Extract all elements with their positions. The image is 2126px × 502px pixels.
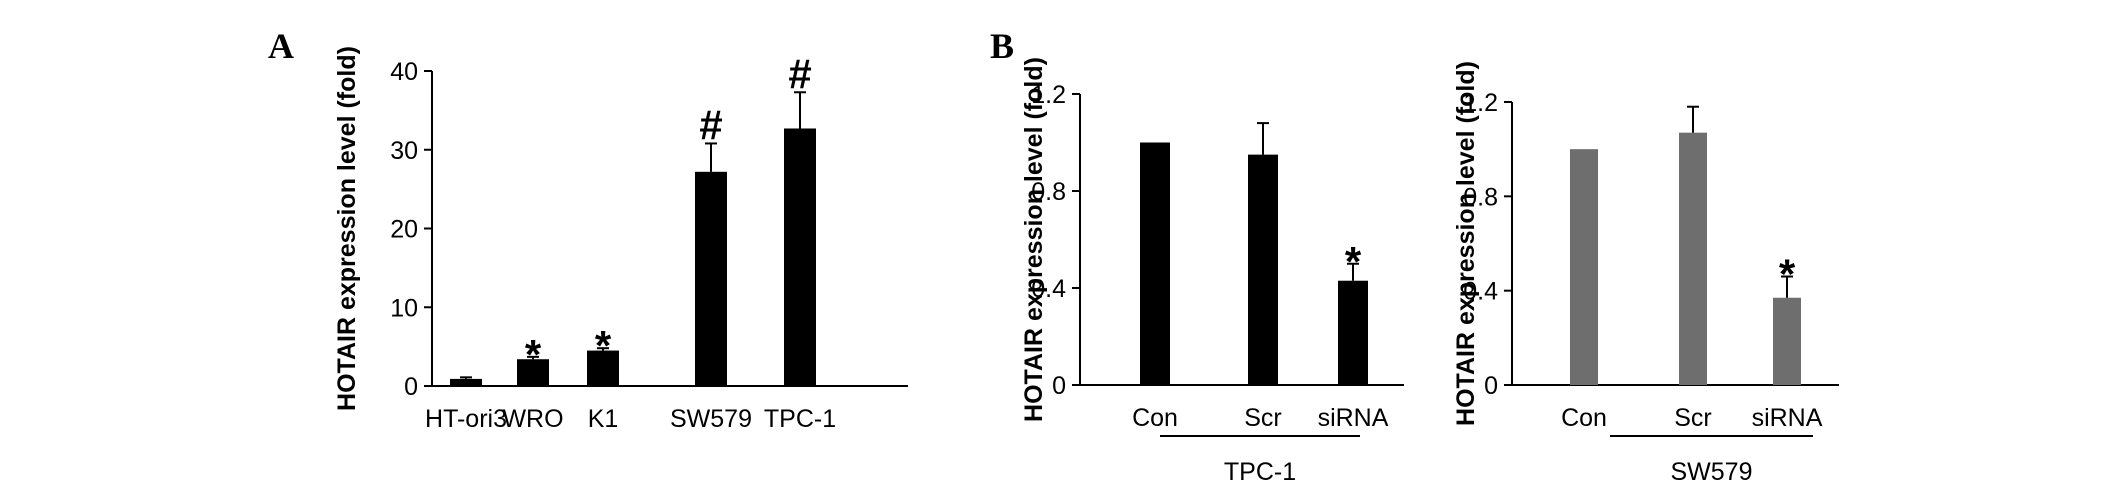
group-label: SW579 xyxy=(1671,458,1753,486)
bar xyxy=(1570,149,1598,385)
y-tick-label: 20 xyxy=(390,216,418,244)
significance-asterisk: * xyxy=(1345,238,1362,285)
x-category-label: TPC-1 xyxy=(764,405,836,433)
x-category-label: Con xyxy=(1132,404,1178,432)
bar xyxy=(1338,280,1368,385)
panel-b-letter: B xyxy=(990,26,1014,66)
y-tick-label: 10 xyxy=(390,294,418,322)
significance-hash: # xyxy=(699,101,722,148)
y-tick-label: 1.2 xyxy=(1031,81,1066,109)
group-label: TPC-1 xyxy=(1224,458,1296,486)
y-tick-label: 40 xyxy=(390,58,418,86)
significance-asterisk: * xyxy=(595,322,612,369)
y-tick-label: 0 xyxy=(1052,372,1066,400)
bar xyxy=(450,378,482,386)
y-axis-title: HOTAIR expression level (fold) xyxy=(1452,61,1480,426)
significance-hash: # xyxy=(788,50,811,97)
bar xyxy=(695,171,727,386)
x-category-label: Scr xyxy=(1674,404,1712,432)
x-category-label: siRNA xyxy=(1752,404,1823,432)
bar xyxy=(1140,142,1170,385)
y-axis-title: HOTAIR expression level (fold) xyxy=(1020,57,1048,422)
bar xyxy=(1773,297,1801,385)
y-tick-label: 1.2 xyxy=(1463,89,1498,117)
y-axis-title: HOTAIR expression level (fold) xyxy=(333,46,361,411)
panel-a-letter: A xyxy=(268,26,294,66)
x-category-label: Con xyxy=(1561,404,1607,432)
x-category-label: HT-ori3 xyxy=(425,405,507,433)
significance-asterisk: * xyxy=(1779,251,1796,298)
bar xyxy=(1679,132,1707,385)
y-tick-label: 0.8 xyxy=(1031,178,1066,206)
bar xyxy=(587,350,619,386)
y-tick-label: 0 xyxy=(1484,372,1498,400)
significance-asterisk: * xyxy=(525,331,542,378)
x-category-label: Scr xyxy=(1244,404,1282,432)
x-category-label: SW579 xyxy=(670,405,752,433)
y-tick-label: 0 xyxy=(404,373,418,401)
y-tick-label: 30 xyxy=(390,137,418,165)
bar xyxy=(784,128,816,387)
x-category-label: K1 xyxy=(588,405,619,433)
chart-cell-line-expression: 0 10 20 30 40 HOTAIR expression level (fold) H… xyxy=(333,46,908,433)
y-tick-label: 0.4 xyxy=(1031,275,1066,303)
y-tick-label: 0.4 xyxy=(1463,278,1498,306)
bar xyxy=(1248,154,1278,385)
x-category-label: WRO xyxy=(502,405,563,433)
y-tick-label: 0.8 xyxy=(1463,183,1498,211)
bar xyxy=(517,359,549,386)
x-category-label: siRNA xyxy=(1318,404,1389,432)
